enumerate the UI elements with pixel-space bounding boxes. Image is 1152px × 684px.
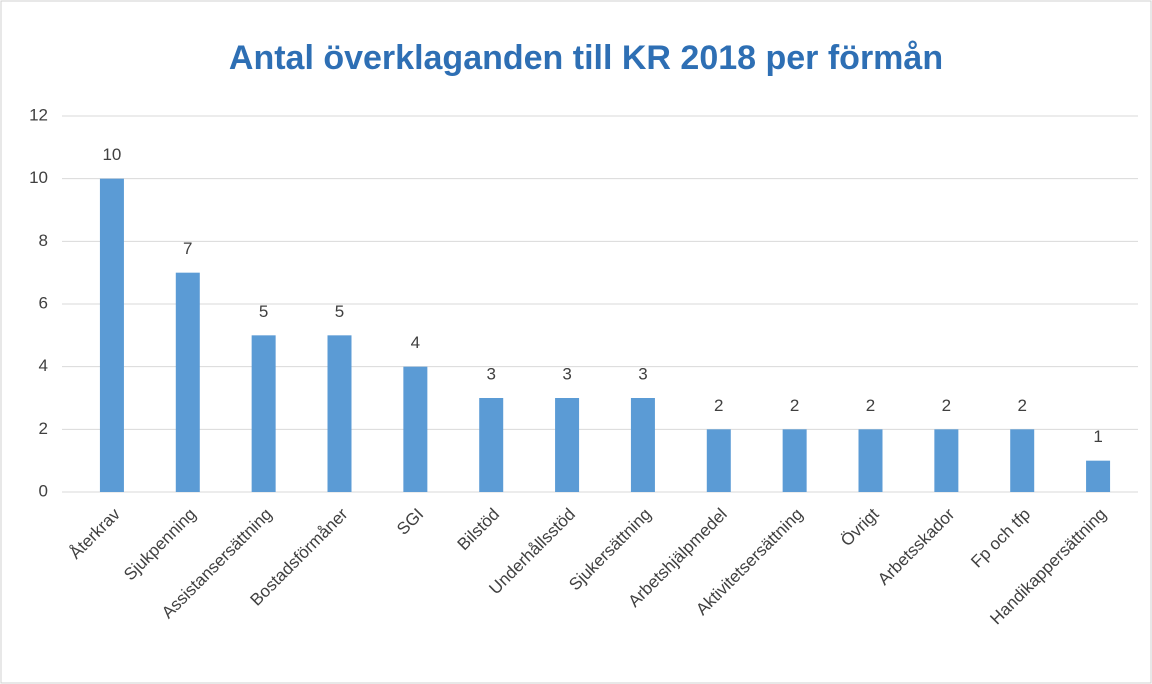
data-label: 5 — [259, 302, 268, 321]
data-label: 3 — [486, 364, 495, 383]
data-label: 3 — [562, 364, 571, 383]
data-label: 2 — [942, 396, 951, 415]
y-tick-label: 2 — [39, 419, 48, 438]
bar — [858, 429, 883, 492]
data-label: 4 — [411, 333, 420, 352]
bar — [1010, 429, 1035, 492]
bar — [403, 366, 428, 492]
data-label: 2 — [866, 396, 875, 415]
data-label: 2 — [790, 396, 799, 415]
data-label: 2 — [714, 396, 723, 415]
bar — [327, 335, 352, 492]
y-tick-label: 10 — [29, 168, 48, 187]
bar — [479, 398, 504, 492]
bar — [555, 398, 580, 492]
y-tick-label: 6 — [39, 293, 48, 312]
bar — [782, 429, 807, 492]
y-tick-label: 4 — [39, 356, 48, 375]
bar — [630, 398, 655, 492]
data-label: 5 — [335, 302, 344, 321]
y-tick-label: 8 — [39, 231, 48, 250]
data-label: 10 — [102, 145, 121, 164]
data-label: 2 — [1017, 396, 1026, 415]
chart-title: Antal överklaganden till KR 2018 per för… — [229, 39, 943, 77]
bar — [251, 335, 276, 492]
data-label: 3 — [638, 364, 647, 383]
bar — [99, 178, 124, 492]
y-tick-label: 0 — [39, 481, 48, 500]
bar — [1086, 460, 1111, 492]
data-label: 1 — [1093, 427, 1102, 446]
bar — [706, 429, 731, 492]
bar — [934, 429, 959, 492]
data-label: 7 — [183, 239, 192, 258]
bar — [175, 272, 200, 492]
y-tick-label: 12 — [29, 105, 48, 124]
